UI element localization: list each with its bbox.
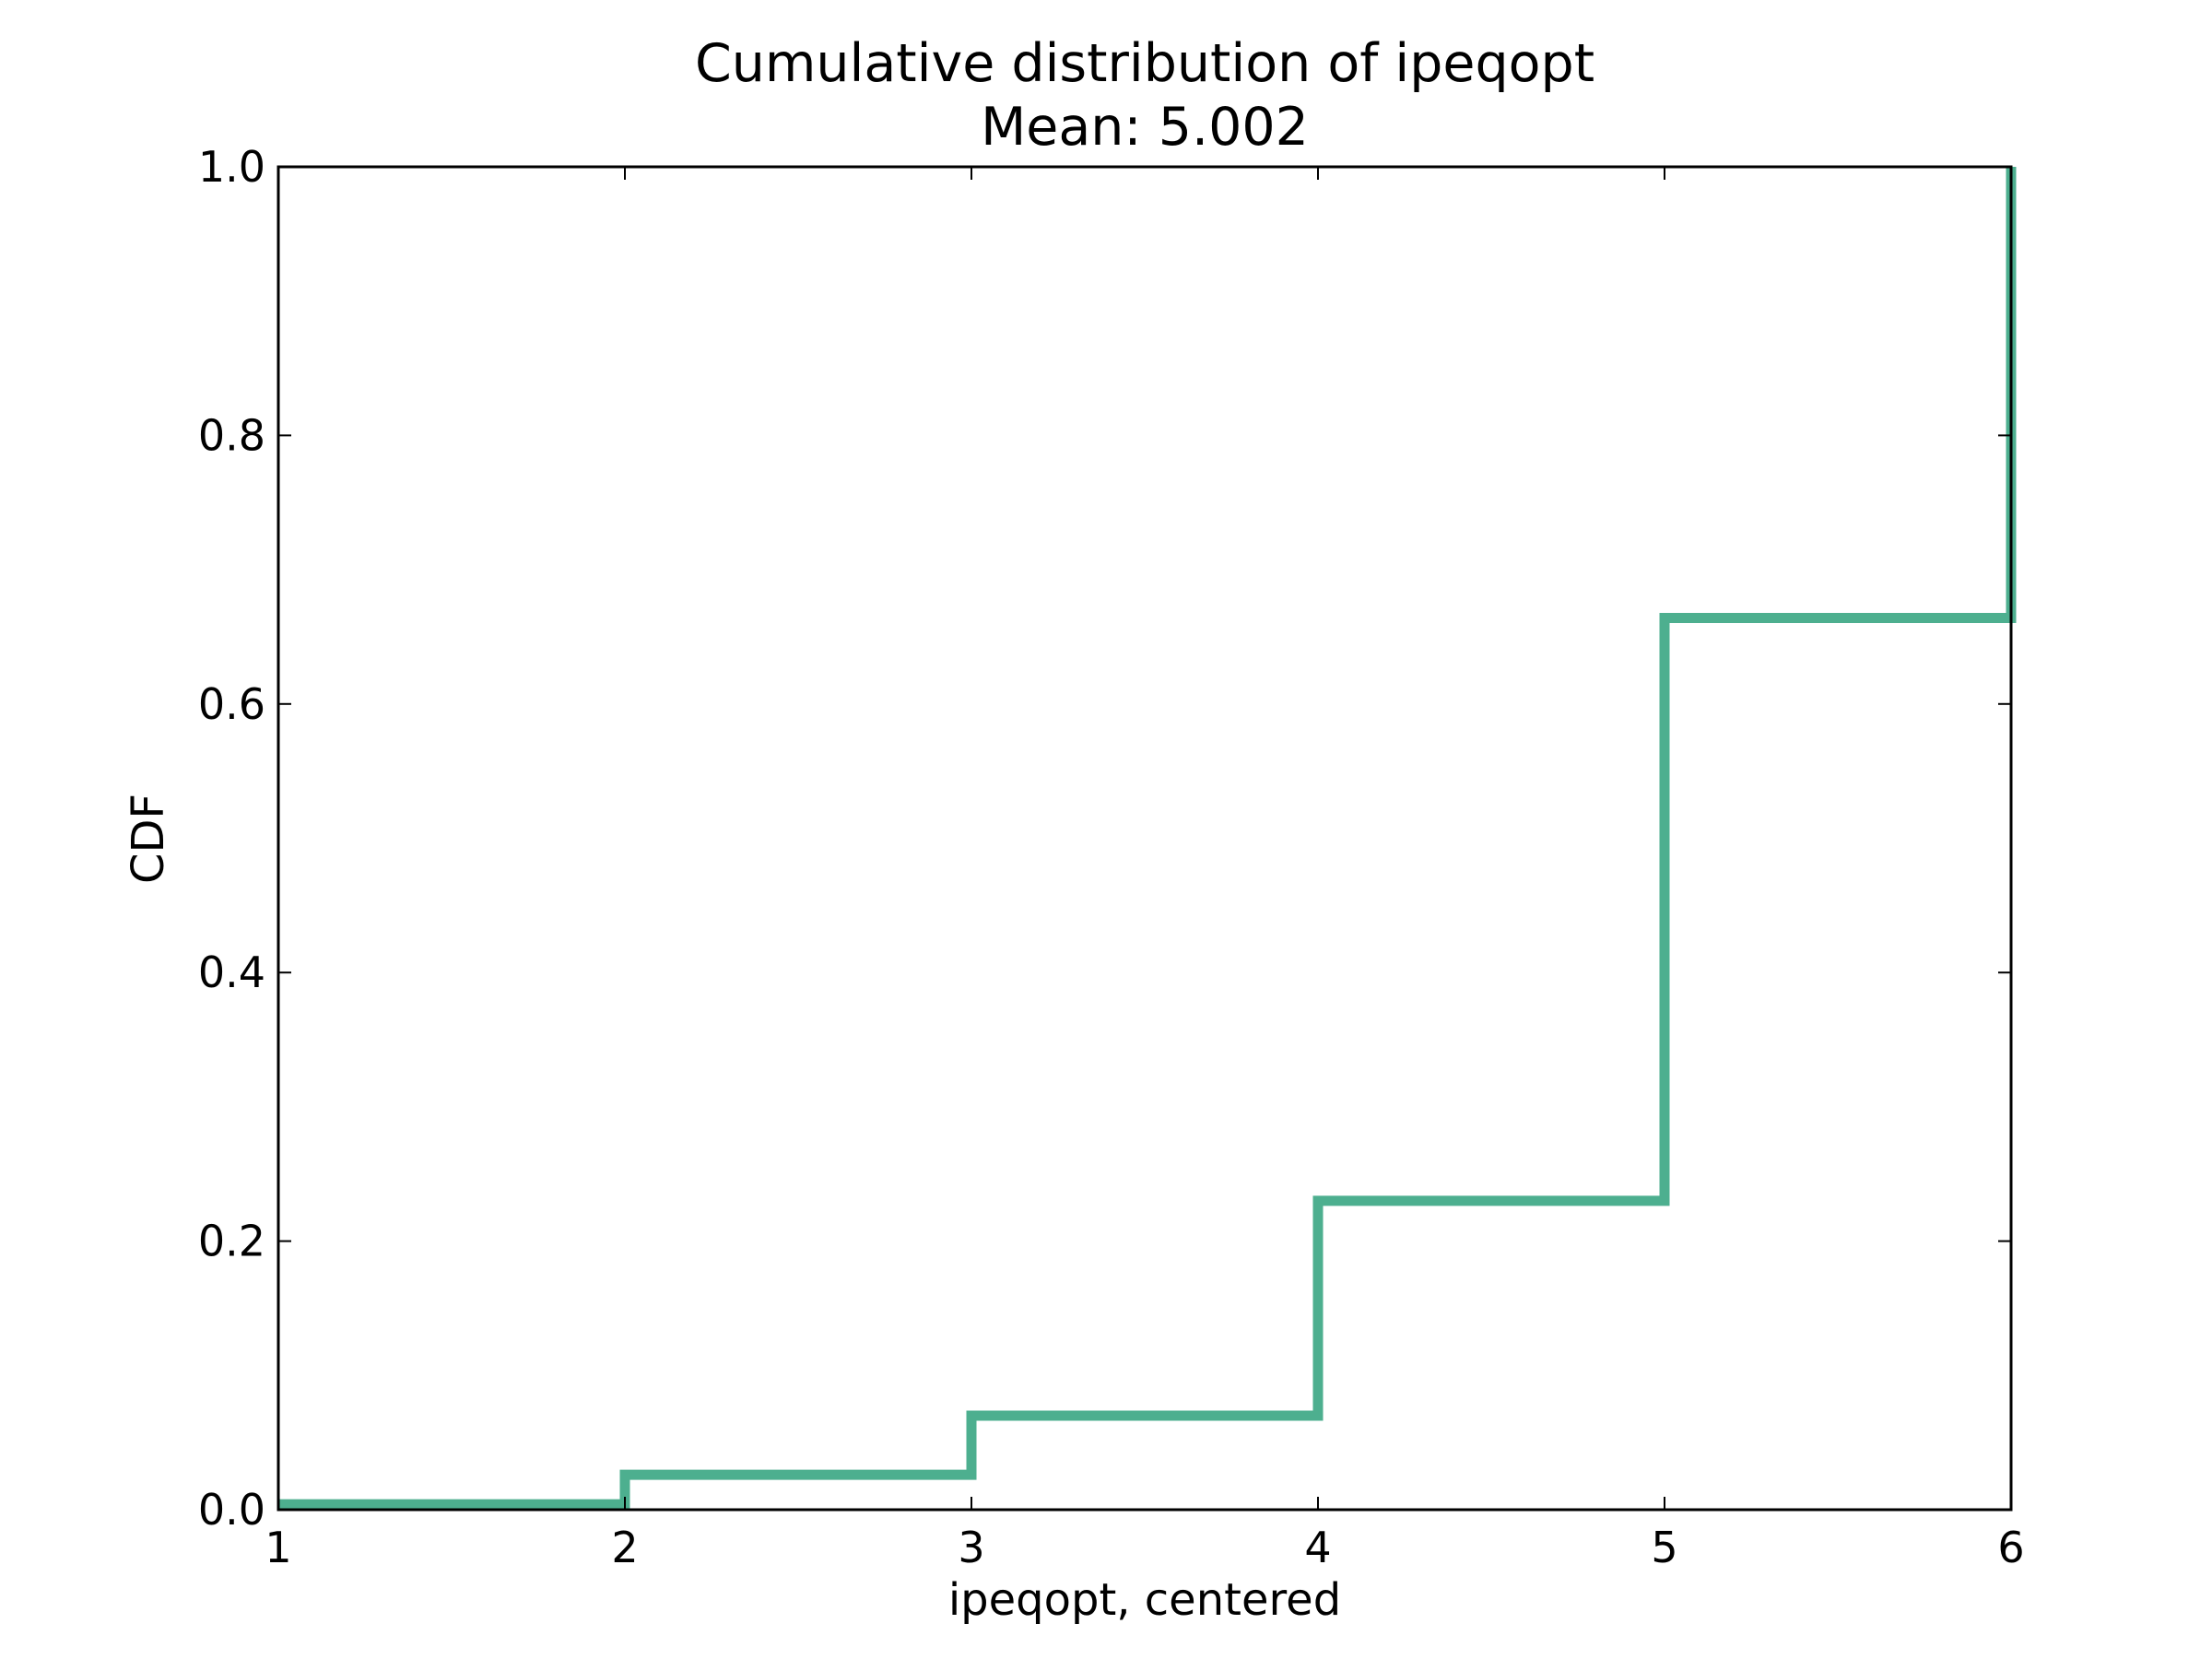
plot-frame (276, 165, 2013, 1512)
y-tick-label: 0.2 (198, 1217, 265, 1266)
y-tick-label: 0.4 (198, 947, 265, 997)
axes-layer: 1 2 3 4 5 6 0.0 0.2 0.4 0.6 0.8 1.0 (198, 142, 2025, 1572)
x-tick-label: 1 (265, 1523, 291, 1572)
chart-title: Cumulative distribution of ipeqopt (695, 33, 1594, 94)
series-layer (278, 167, 2017, 1510)
x-axis-label: ipeqopt, centered (948, 1574, 1341, 1626)
y-tick-label: 1.0 (198, 142, 265, 192)
x-tick-label: 6 (1997, 1523, 2024, 1572)
x-tick-label: 3 (958, 1523, 984, 1572)
y-tick-label: 0.8 (198, 410, 265, 460)
chart-subtitle: Mean: 5.002 (981, 97, 1309, 158)
x-tick-label: 2 (611, 1523, 638, 1572)
x-tick-label: 4 (1304, 1523, 1331, 1572)
y-tick-label: 0.0 (198, 1485, 265, 1535)
cdf-step-line-0 (278, 167, 2017, 1510)
y-axis-label: CDF (123, 794, 174, 884)
x-tick-label: 5 (1651, 1523, 1677, 1572)
y-tick-label: 0.6 (198, 679, 265, 729)
